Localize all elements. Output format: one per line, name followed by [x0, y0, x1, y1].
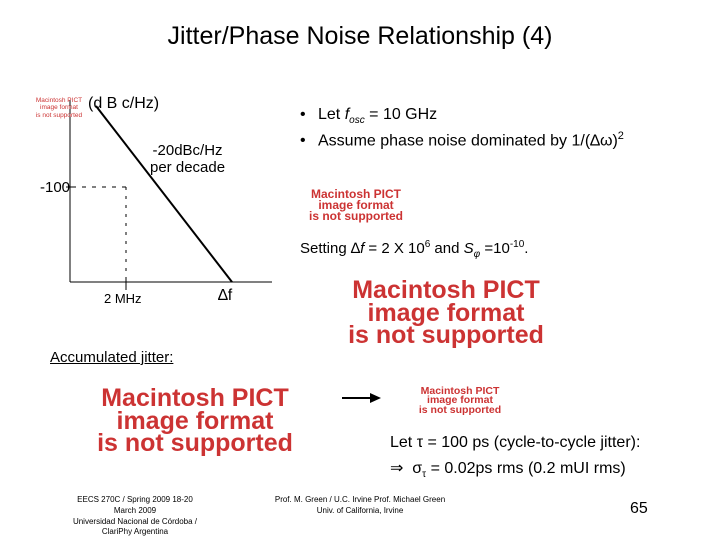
slope-value: -20dBc/Hz — [152, 142, 223, 159]
placeholder-line: Macintosh PICT — [310, 187, 401, 201]
slope-annotation: -20dBc/Hz per decade — [150, 142, 225, 177]
footer-line: March 2009 — [113, 505, 157, 515]
accumulated-jitter-heading: Accumulated jitter: — [50, 349, 174, 366]
result-text: = 100 ps (cycle-to-cycle jitter): — [423, 434, 641, 451]
f-symbol: f — [360, 240, 365, 257]
tau-symbol: τ — [416, 434, 424, 451]
implies-symbol: ⇒ — [390, 459, 404, 477]
placeholder-line: is not supported — [418, 403, 502, 416]
footer-line: ClariPhy Argentina — [101, 527, 169, 537]
slope-unit: per decade — [150, 159, 226, 177]
jitter-result: Let τ = 100 ps (cycle-to-cycle jitter): … — [390, 430, 640, 483]
unsupported-image-placeholder: Macintosh PICT image format is not suppo… — [30, 97, 88, 119]
placeholder-line: Macintosh PICT — [352, 276, 540, 304]
placeholder-line: image format — [318, 197, 394, 212]
plot-x-label: ∆f — [218, 287, 233, 304]
omega-symbol: ∆ω — [590, 132, 613, 150]
bullet-text: Let — [318, 106, 345, 123]
footer-author: Prof. M. Green / U.C. Irvine Prof. Micha… — [250, 495, 470, 517]
footer-course-info: EECS 270C / Spring 2009 18-20 March 2009… — [50, 495, 220, 538]
frequency-subscript: osc — [349, 115, 365, 127]
s-symbol: S — [463, 240, 474, 257]
bullet-text: = 10 GHz — [364, 106, 438, 123]
phi-subscript: φ — [473, 249, 481, 260]
placeholder-line: image format — [367, 298, 525, 327]
unsupported-image-placeholder: Macintosh PICT image format is not suppo… — [55, 384, 335, 457]
result-text: = 0.02ps rms (0.2 mUI rms) — [426, 459, 626, 477]
result-line-2: ⇒ στ = 0.02ps rms (0.2 mUI rms) — [390, 456, 640, 483]
footer-line: Prof. M. Green / U.C. Irvine Prof. Micha… — [274, 495, 446, 504]
exponent: 2 — [617, 129, 624, 142]
setting-text: . — [524, 240, 529, 257]
bullet-phase-noise-assumption: Assume phase noise dominated by 1/(∆ω)2 — [300, 129, 624, 153]
setting-text: Setting — [300, 240, 351, 257]
slide-title: Jitter/Phase Noise Relationship (4) — [167, 22, 553, 50]
footer-line: Universidad Nacional de Córdoba / — [72, 516, 198, 526]
corner-frequency-label: 2 MHz — [104, 291, 142, 306]
bullet-oscillator-frequency: Let fosc = 10 GHz — [300, 103, 624, 129]
frequency-symbol: f — [344, 106, 350, 123]
placeholder-line: image format — [427, 394, 493, 407]
placeholder-line: image format — [40, 104, 78, 112]
placeholder-line: Macintosh PICT — [101, 384, 289, 412]
noise-level-label: -100 — [40, 179, 71, 196]
unsupported-image-placeholder: Macintosh PICT image format is not suppo… — [295, 187, 417, 223]
tau-subscript: τ — [422, 468, 427, 480]
setting-text: =10 — [480, 240, 510, 257]
placeholder-line: image format — [116, 406, 274, 435]
assumption-list: Let fosc = 10 GHz Assume phase noise dom… — [300, 103, 624, 152]
page-number: 65 — [630, 500, 648, 517]
bullet-text: Assume phase noise dominated by 1/( — [318, 132, 591, 150]
placeholder-line: is not supported — [348, 321, 544, 349]
result-line-1: Let τ = 100 ps (cycle-to-cycle jitter): — [390, 430, 640, 456]
setting-text: = 2 X 10 — [364, 240, 425, 257]
placeholder-line: Macintosh PICT — [35, 97, 83, 104]
placeholder-line: is not supported — [309, 208, 403, 223]
arrow-head — [370, 393, 381, 403]
exponent: 6 — [424, 239, 431, 250]
setting-text: and — [430, 240, 464, 257]
plot-y-label: (d B c/Hz) — [88, 95, 160, 112]
bullet-text: ) — [612, 132, 618, 150]
phase-noise-slope-line — [95, 105, 233, 283]
result-text: Let — [390, 434, 417, 451]
sigma-symbol: σ — [412, 459, 423, 477]
setting-statement: Setting ∆f = 2 X 106 and Sφ =10-10. — [300, 239, 528, 260]
unsupported-image-placeholder: Macintosh PICT image format is not suppo… — [295, 276, 597, 349]
unsupported-image-placeholder: Macintosh PICT image format is not suppo… — [390, 385, 530, 416]
footer-line: EECS 270C / Spring 2009 18-20 — [77, 495, 193, 504]
exponent: -10 — [509, 239, 525, 250]
delta-symbol: ∆ — [350, 240, 361, 257]
placeholder-line: is not supported — [35, 111, 83, 119]
footer-line: Univ. of California, Irvine — [316, 505, 404, 515]
placeholder-line: Macintosh PICT — [420, 385, 500, 397]
placeholder-line: is not supported — [97, 429, 293, 457]
